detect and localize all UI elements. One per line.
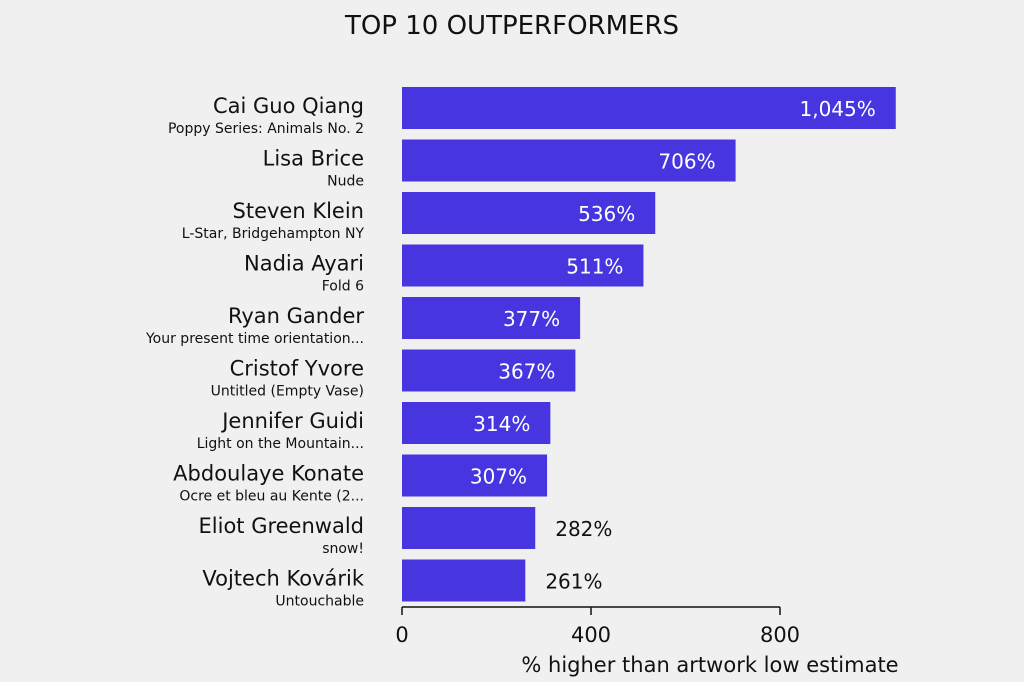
bar xyxy=(402,402,551,444)
artist-name: Steven Klein xyxy=(233,199,365,223)
artwork-title: snow! xyxy=(322,541,364,557)
artist-name: Cai Guo Qiang xyxy=(213,94,364,118)
chart-title: TOP 10 OUTPERFORMERS xyxy=(344,11,679,41)
artwork-title: L-Star, Bridgehampton NY xyxy=(182,226,365,242)
bar-value-label: 511% xyxy=(566,255,623,279)
x-axis: 0 400 800 xyxy=(395,606,800,647)
artwork-title: Ocre et bleu au Kente (2... xyxy=(179,489,364,505)
bar xyxy=(402,192,656,234)
bar xyxy=(402,559,526,602)
bar xyxy=(402,297,581,339)
artist-name: Nadia Ayari xyxy=(244,252,364,276)
category-labels: Cai Guo Qiang Poppy Series: Animals No. 2… xyxy=(145,94,365,610)
bar xyxy=(402,139,736,182)
artist-name: Jennifer Guidi xyxy=(220,409,364,433)
bar xyxy=(402,454,548,497)
x-tick-label: 800 xyxy=(760,623,800,647)
artwork-title: Untouchable xyxy=(275,594,364,610)
artwork-title: Untitled (Empty Vase) xyxy=(211,384,364,400)
artwork-title: Nude xyxy=(327,174,364,190)
bar xyxy=(402,349,576,392)
bar-value-label: 282% xyxy=(555,517,612,541)
bars-layer: 1,045% 706% 536% 511% 377% 367% 314% 307% 282% 26… xyxy=(402,87,896,602)
artist-name: Cristof Yvore xyxy=(230,357,364,381)
bar-value-label: 367% xyxy=(498,360,555,384)
bar-value-label: 377% xyxy=(503,307,560,331)
artwork-title: Fold 6 xyxy=(322,279,364,295)
x-tick-label: 400 xyxy=(571,623,611,647)
bar-value-label: 314% xyxy=(473,412,530,436)
artwork-title: Light on the Mountain... xyxy=(197,436,364,452)
artist-name: Abdoulaye Konate xyxy=(173,462,364,486)
bar xyxy=(402,87,896,129)
artist-name: Ryan Gander xyxy=(228,304,364,328)
artwork-title: Your present time orientation... xyxy=(145,331,364,347)
bar-value-label: 536% xyxy=(578,202,635,226)
artist-name: Vojtech Kovárik xyxy=(202,567,364,591)
artist-name: Lisa Brice xyxy=(263,147,364,171)
artwork-title: Poppy Series: Animals No. 2 xyxy=(168,121,364,137)
bar xyxy=(402,244,644,287)
bar-value-label: 261% xyxy=(545,570,602,594)
bar-value-label: 307% xyxy=(470,465,527,489)
bar-value-label: 1,045% xyxy=(799,97,875,121)
bar xyxy=(402,507,536,549)
bar-value-label: 706% xyxy=(658,150,715,174)
artist-name: Eliot Greenwald xyxy=(199,514,365,538)
x-tick-label: 0 xyxy=(395,623,408,647)
x-axis-label: % higher than artwork low estimate xyxy=(521,653,898,677)
